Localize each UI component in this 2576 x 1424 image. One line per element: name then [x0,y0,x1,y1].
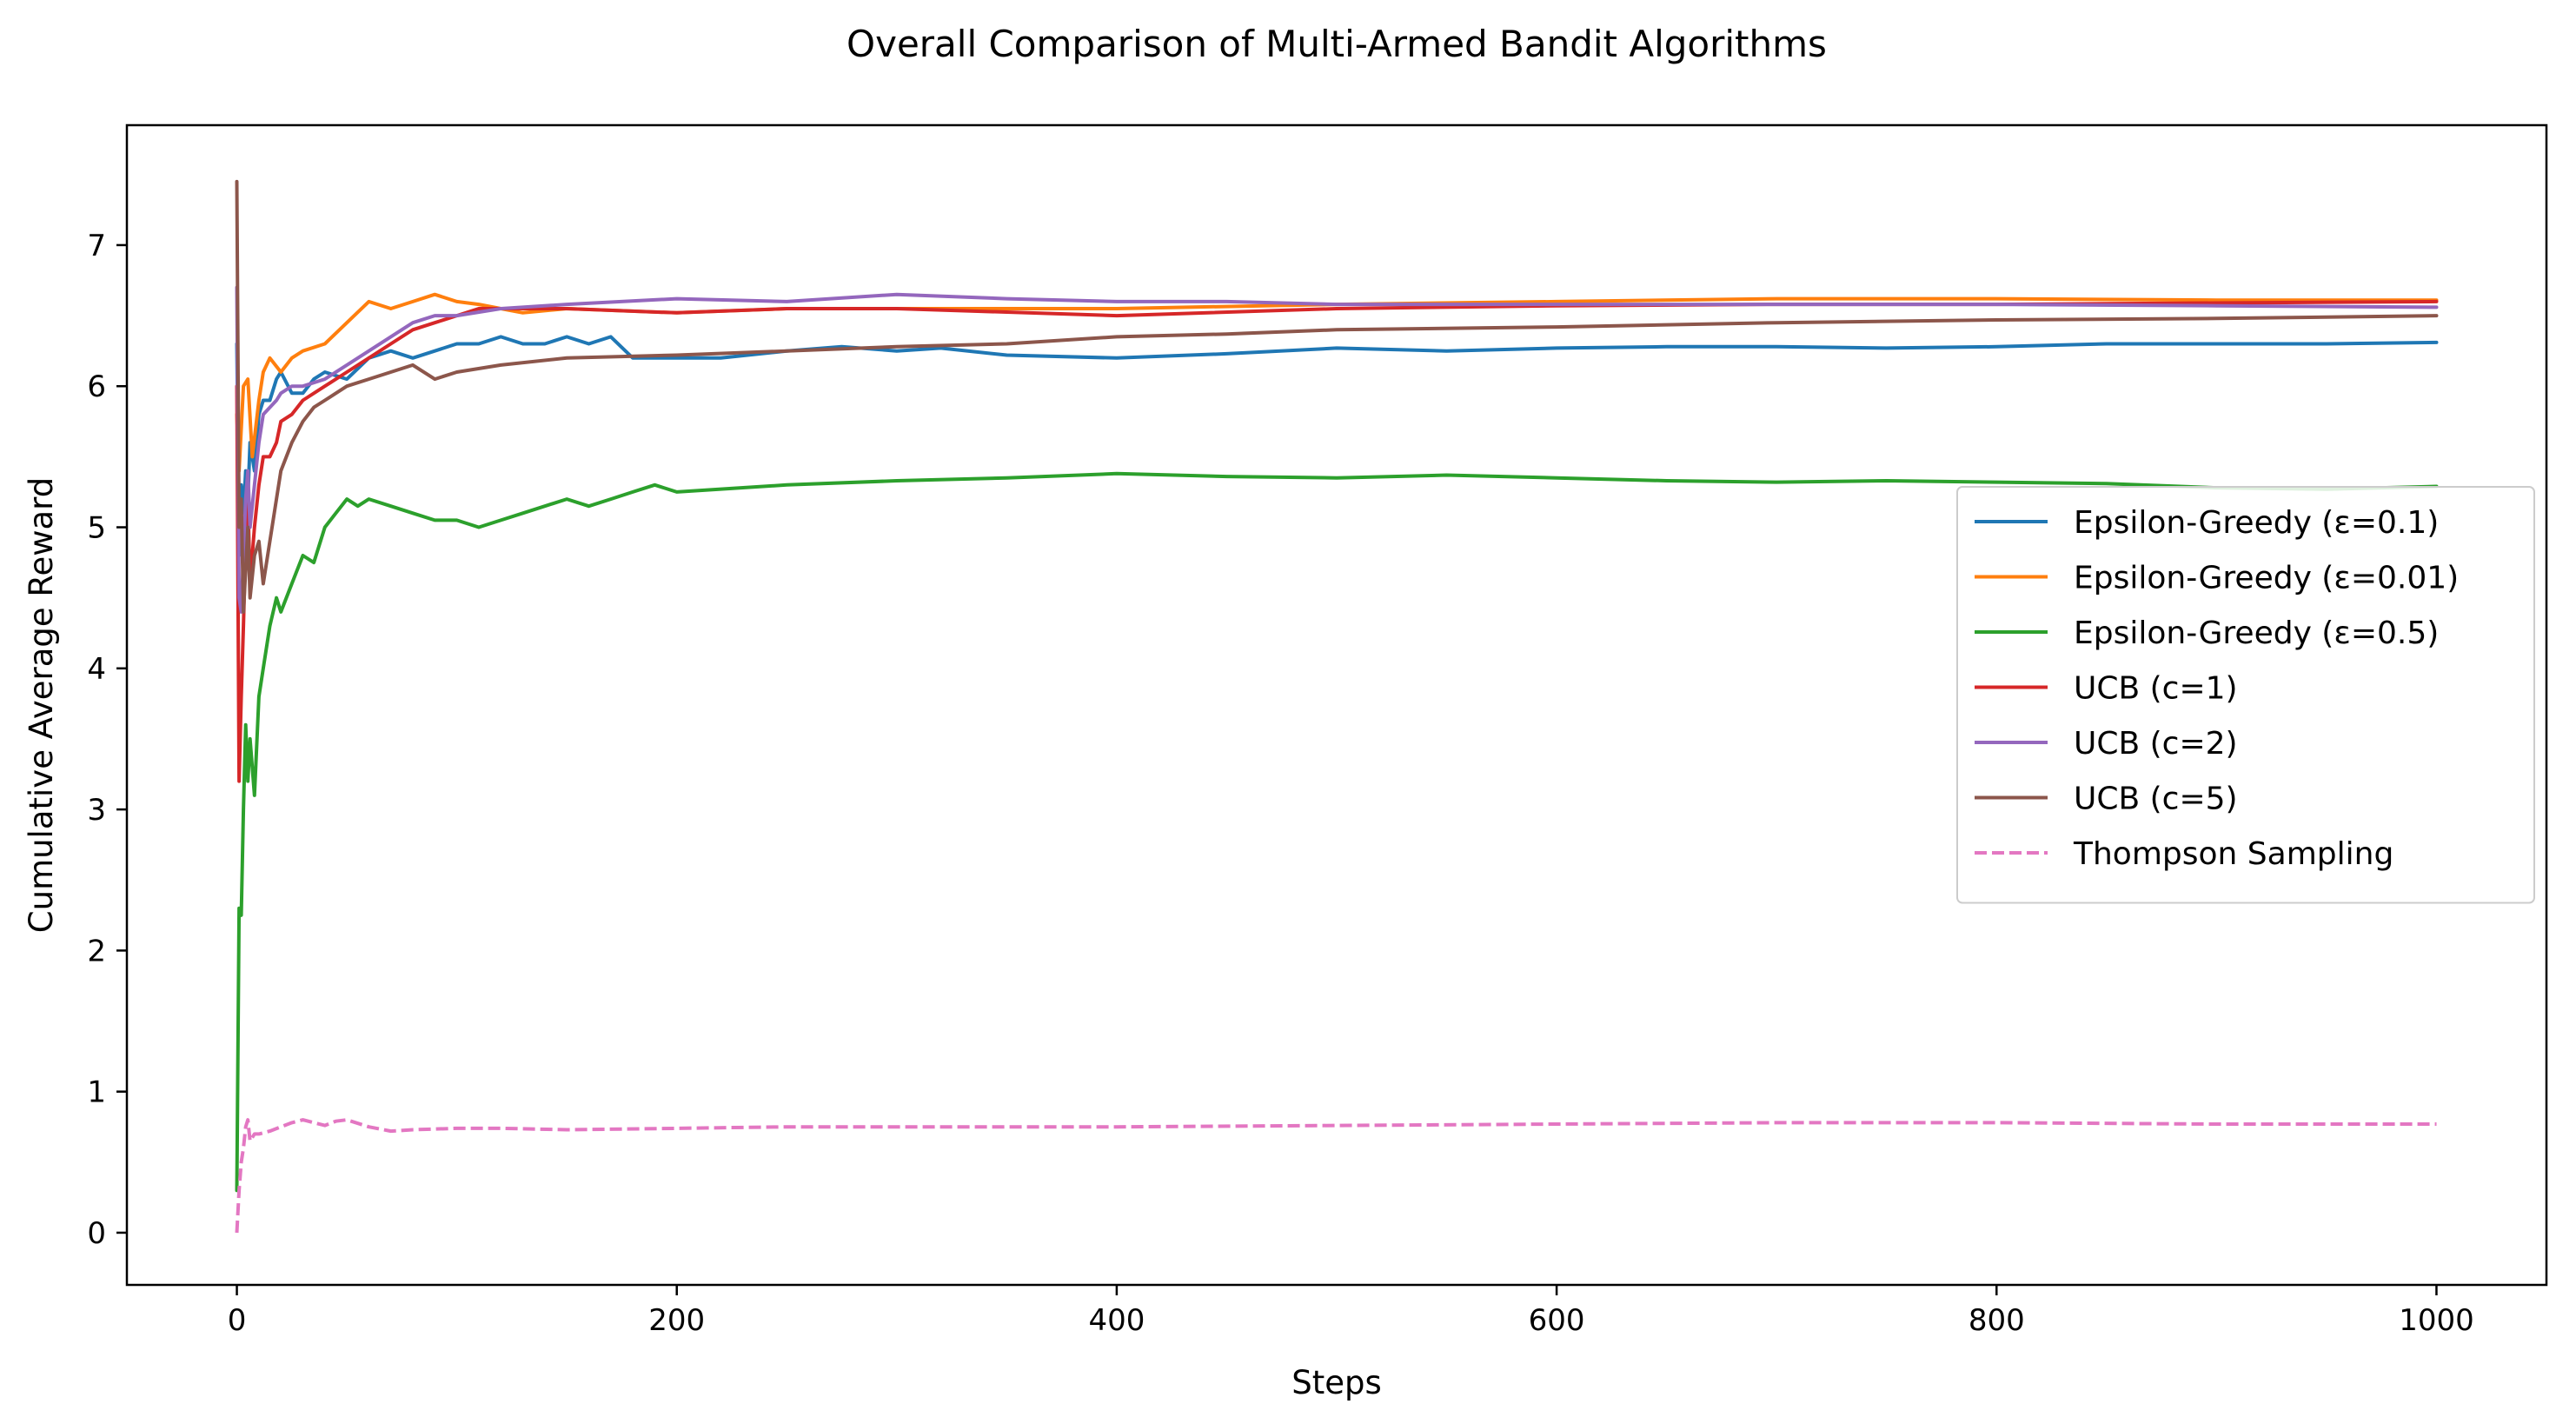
legend-label: Thompson Sampling [2073,836,2393,872]
y-tick-label: 6 [87,369,106,404]
series-line-5 [235,285,2439,614]
x-axis-label: Steps [1291,1364,1382,1401]
y-tick-label: 3 [87,793,106,828]
x-tick-label: 0 [228,1303,247,1338]
legend-label: UCB (c=2) [2074,726,2238,762]
x-tick-label: 200 [648,1303,705,1338]
y-axis: 0 1 2 3 4 5 6 7 [87,229,127,1251]
legend: Epsilon-Greedy (ε=0.1) Epsilon-Greedy (ε=… [1956,486,2535,904]
y-axis-label: Cumulative Average Reward [23,477,60,933]
chart-title: Overall Comparison of Multi-Armed Bandit… [846,23,1827,65]
legend-label: Epsilon-Greedy (ε=0.1) [2074,505,2439,541]
y-tick-label: 7 [87,229,106,263]
series-line-3 [235,471,2439,1193]
series-line-7 [235,1118,2437,1234]
series-line-6 [235,179,2439,614]
y-tick-label: 4 [87,652,106,687]
legend-box [1956,486,2535,904]
legend-label: UCB (c=1) [2074,671,2238,707]
x-tick-label: 1000 [2399,1303,2474,1338]
x-tick-label: 400 [1088,1303,1145,1338]
series-layer [235,179,2439,1234]
y-tick-label: 2 [87,934,106,968]
legend-label: Epsilon-Greedy (ε=0.01) [2074,561,2459,596]
y-tick-label: 1 [87,1075,106,1110]
legend-label: UCB (c=5) [2074,782,2238,817]
legend-label: Epsilon-Greedy (ε=0.5) [2074,616,2439,651]
y-tick-label: 5 [87,511,106,546]
x-axis: 0 200 400 600 800 1000 [228,1285,2474,1338]
plot-area-frame [125,123,2548,1287]
y-tick-label: 0 [87,1216,106,1251]
x-tick-label: 800 [1969,1303,2025,1338]
series-line-1 [235,335,2439,557]
x-tick-label: 600 [1529,1303,1585,1338]
